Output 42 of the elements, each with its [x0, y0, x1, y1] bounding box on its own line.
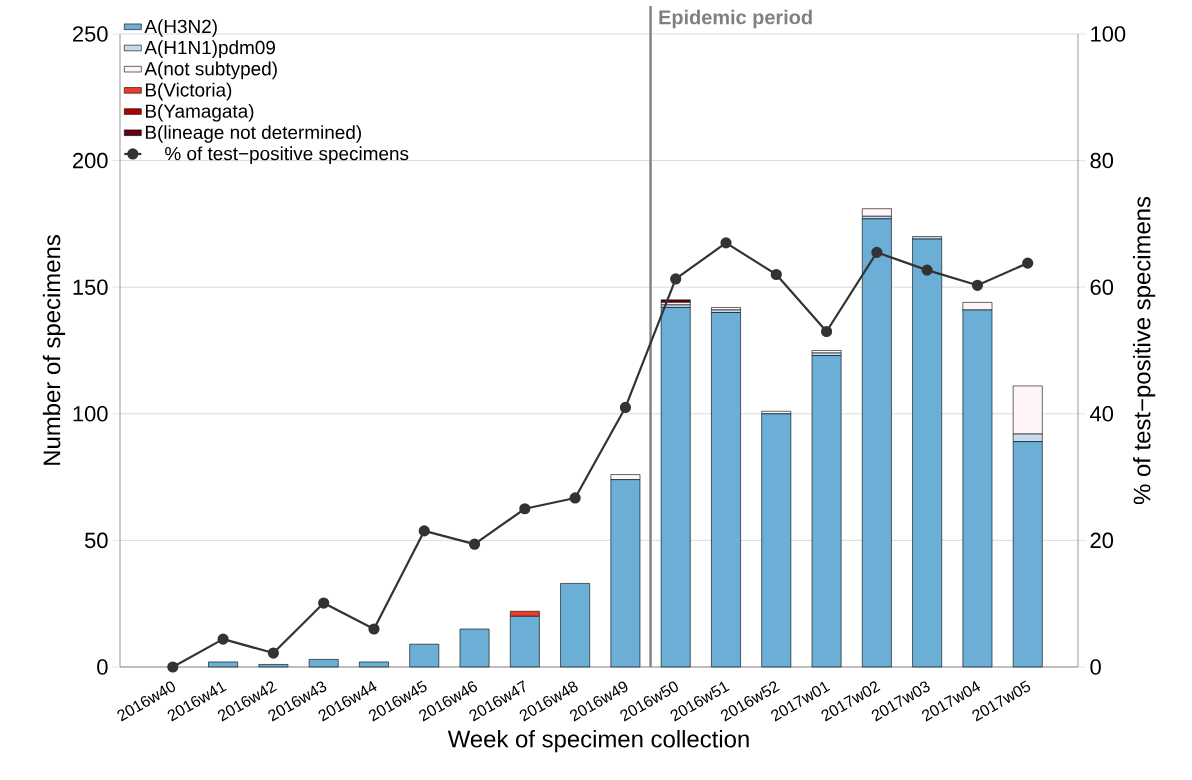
point — [820, 325, 833, 338]
legend-label: A(H3N2) — [144, 19, 217, 37]
legend-label: A(H1N1)pdm09 — [144, 40, 275, 59]
point — [921, 264, 933, 276]
point — [770, 268, 782, 281]
y-tick-label: 100 — [73, 406, 108, 422]
point — [871, 246, 883, 258]
y2-axis-title: % of test−positive specimens — [1132, 196, 1156, 505]
y2-tick-label: 0 — [1090, 659, 1101, 675]
y-tick-label: 50 — [84, 532, 108, 549]
point — [971, 279, 984, 291]
point — [670, 273, 682, 285]
legend-label: B(Victoria) — [145, 82, 232, 101]
point — [368, 623, 380, 635]
ref-line-label: Epidemic period — [659, 9, 812, 29]
point — [418, 525, 430, 537]
point — [468, 538, 481, 550]
point — [1022, 257, 1034, 269]
y2-tick-label: 40 — [1090, 406, 1114, 422]
y2-tick-label: 80 — [1090, 152, 1114, 169]
point — [519, 503, 531, 515]
legend-label: % of test−positive specimens — [165, 146, 409, 164]
x-axis-title: Week of specimen collection — [447, 729, 749, 753]
point — [318, 597, 330, 609]
point — [720, 237, 732, 249]
point — [167, 661, 179, 673]
y-tick-label: 250 — [73, 26, 108, 42]
bar — [861, 208, 892, 217]
point — [267, 647, 279, 659]
y-tick-label: 200 — [73, 152, 108, 169]
y-tick-label: 0 — [97, 659, 108, 675]
y2-tick-label: 100 — [1091, 26, 1126, 42]
point — [569, 492, 581, 504]
point — [217, 633, 229, 645]
y2-tick-label: 60 — [1090, 279, 1114, 295]
y-axis-title: Number of specimens — [42, 235, 66, 465]
y-tick-label: 150 — [73, 279, 108, 295]
y2-tick-label: 20 — [1090, 532, 1114, 549]
legend-label: A(not subtyped) — [144, 61, 277, 80]
point — [619, 401, 632, 414]
legend-label: B(Yamagata) — [145, 103, 254, 122]
legend-label: B(lineage not determined) — [145, 125, 361, 143]
